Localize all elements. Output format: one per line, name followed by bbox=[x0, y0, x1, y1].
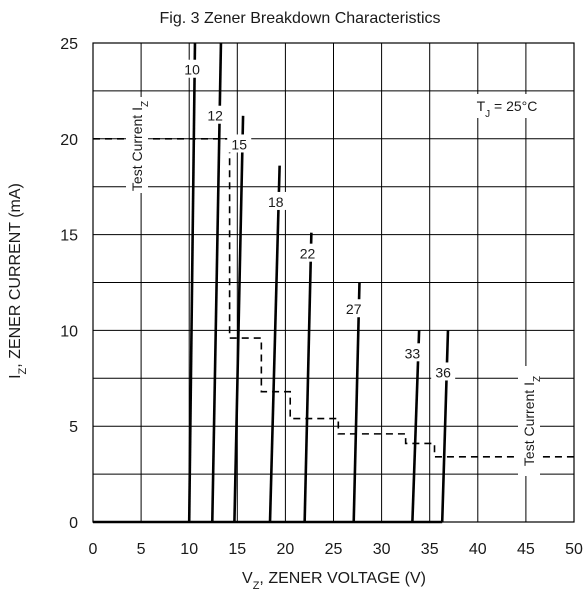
curve-10v bbox=[187, 42, 197, 523]
curve-33v bbox=[411, 330, 421, 523]
x-tick-label: 50 bbox=[565, 541, 583, 558]
chart-title: Fig. 3 Zener Breakdown Characteristics bbox=[160, 10, 441, 27]
temperature-bg bbox=[466, 94, 548, 118]
y-axis-label: IZ, ZENER CURRENT (mA) bbox=[7, 183, 29, 379]
curve-label-10: 10 bbox=[184, 62, 200, 78]
curve-22v bbox=[303, 232, 313, 523]
curve-labels: 10 12 15 18 22 27 33 36 bbox=[180, 59, 456, 381]
plot-frame bbox=[92, 42, 575, 523]
x-tick-label: 15 bbox=[228, 541, 246, 558]
x-tick-label: 20 bbox=[277, 541, 295, 558]
curve-label-15: 15 bbox=[231, 136, 247, 152]
curve-15v bbox=[233, 115, 245, 523]
y-tick-label: 5 bbox=[69, 419, 78, 436]
curve-36v bbox=[440, 330, 450, 523]
test-current-label-right: Test Current IZ bbox=[521, 376, 543, 466]
curve-label-bg bbox=[203, 105, 228, 124]
curve-27v bbox=[352, 282, 361, 523]
x-axis-label: VZ, ZENER VOLTAGE (V) bbox=[242, 570, 426, 592]
curve-label-36: 36 bbox=[435, 364, 451, 380]
curve-label-bg bbox=[263, 191, 288, 210]
x-tick-label: 40 bbox=[469, 541, 487, 558]
x-tick-label: 25 bbox=[325, 541, 343, 558]
y-tick-label: 0 bbox=[69, 515, 78, 532]
x-tick-label: 35 bbox=[421, 541, 439, 558]
curve-label-bg bbox=[400, 343, 425, 362]
x-tick-label: 5 bbox=[137, 541, 146, 558]
curve-18v bbox=[268, 165, 281, 523]
test-current-label-left: Test Current IZ bbox=[129, 101, 151, 191]
test-current-right-bg bbox=[518, 366, 540, 476]
test-current-left-bg bbox=[126, 97, 148, 193]
curve-label-33: 33 bbox=[405, 345, 421, 361]
x-tick-label: 10 bbox=[180, 541, 198, 558]
y-tick-label: 15 bbox=[60, 228, 78, 245]
curve-label-22: 22 bbox=[300, 246, 316, 262]
curve-label-bg bbox=[227, 134, 252, 153]
y-tick-label: 25 bbox=[60, 36, 78, 53]
temperature-condition: TJ = 25°C bbox=[477, 98, 538, 120]
curve-label-12: 12 bbox=[207, 108, 223, 124]
curve-label-bg bbox=[341, 299, 366, 318]
curve-label-bg bbox=[431, 362, 456, 381]
curve-label-18: 18 bbox=[268, 194, 284, 210]
x-tick-label: 45 bbox=[517, 541, 535, 558]
test-current-staircase bbox=[93, 138, 574, 458]
tick-labels: 0 5 10 15 20 25 30 35 40 45 50 0 5 10 15 20 25 bbox=[60, 36, 583, 558]
test-current-line bbox=[93, 138, 574, 458]
curve-label-27: 27 bbox=[346, 301, 362, 317]
annotations: TJ = 25°C Test Current IZ Test Current IZ bbox=[126, 94, 548, 476]
curve-label-bg bbox=[180, 59, 205, 78]
y-tick-label: 10 bbox=[60, 323, 78, 340]
curve-label-bg bbox=[295, 243, 320, 262]
x-tick-label: 30 bbox=[373, 541, 391, 558]
y-tick-label: 20 bbox=[60, 132, 78, 149]
x-tick-label: 0 bbox=[89, 541, 98, 558]
